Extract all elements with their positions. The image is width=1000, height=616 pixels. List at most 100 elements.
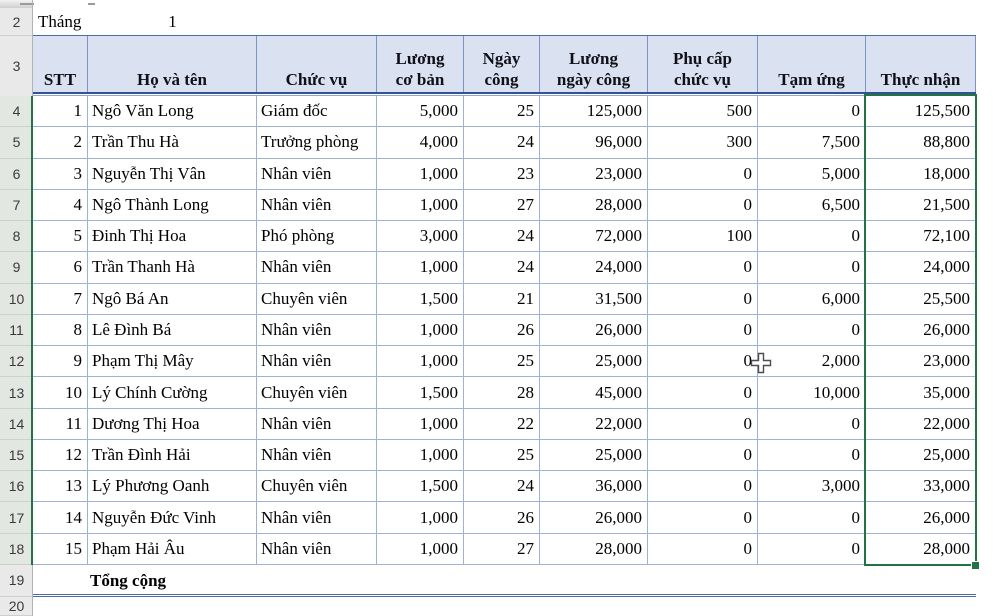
cell-work-days[interactable]: 24 [464, 252, 540, 284]
cell-day-salary[interactable]: 22,000 [540, 408, 648, 440]
cell-net-pay[interactable]: 22,000 [866, 408, 976, 440]
row-number[interactable]: 14 [0, 408, 33, 440]
cell-name[interactable]: Lê Đình Bá [88, 314, 257, 347]
cell-base-salary[interactable]: 1,000 [377, 346, 464, 378]
cell-stt[interactable]: 6 [33, 252, 88, 284]
cell-advance[interactable]: 5,000 [758, 158, 866, 190]
cell-base-salary[interactable]: 1,000 [377, 439, 464, 472]
cell-stt[interactable]: 9 [33, 346, 88, 378]
row-number[interactable]: 10 [0, 283, 33, 315]
row-number[interactable]: 17 [0, 502, 33, 534]
row-1-header[interactable] [0, 0, 33, 8]
cell-advance[interactable]: 0 [758, 314, 866, 347]
cell-month-value[interactable]: 1 [88, 8, 257, 36]
row-number[interactable]: 16 [0, 471, 33, 503]
cell-day-salary[interactable]: 31,500 [540, 283, 648, 315]
row-number[interactable]: 15 [0, 439, 33, 472]
cell-name[interactable]: Ngô Bá An [88, 283, 257, 315]
cell-stt[interactable]: 8 [33, 314, 88, 347]
cell-day-salary[interactable]: 23,000 [540, 158, 648, 190]
cell-net-pay[interactable]: 33,000 [866, 471, 976, 503]
cell-work-days[interactable]: 28 [464, 377, 540, 409]
row-number[interactable]: 3 [0, 36, 33, 96]
cell-allowance[interactable]: 0 [648, 377, 758, 409]
cell-allowance[interactable]: 0 [648, 314, 758, 347]
cell-net-pay[interactable]: 72,100 [866, 221, 976, 253]
cell-net-pay[interactable]: 26,000 [866, 314, 976, 347]
cell-advance[interactable]: 10,000 [758, 377, 866, 409]
cell-position[interactable]: Nhân viên [257, 533, 377, 565]
header-work-days[interactable]: Ngày công [464, 36, 540, 96]
cell-work-days[interactable]: 24 [464, 471, 540, 503]
row-number[interactable]: 8 [0, 221, 33, 253]
cell-day-salary[interactable]: 125,000 [540, 96, 648, 128]
cell-work-days[interactable]: 25 [464, 346, 540, 378]
cell-net-pay[interactable]: 23,000 [866, 346, 976, 378]
cell-allowance[interactable]: 300 [648, 127, 758, 159]
cell-name[interactable]: Ngô Thành Long [88, 189, 257, 222]
cell-work-days[interactable]: 26 [464, 314, 540, 347]
row-number[interactable]: 11 [0, 314, 33, 347]
cell-net-pay[interactable]: 125,500 [866, 96, 976, 128]
cell-stt[interactable]: 15 [33, 533, 88, 565]
cell-name[interactable]: Phạm Hải Âu [88, 533, 257, 565]
cell-work-days[interactable]: 24 [464, 127, 540, 159]
cell-stt[interactable]: 4 [33, 189, 88, 222]
cell-advance[interactable]: 0 [758, 533, 866, 565]
row-number[interactable]: 5 [0, 127, 33, 159]
cell-base-salary[interactable]: 1,000 [377, 189, 464, 222]
cell-name[interactable]: Nguyễn Thị Vân [88, 158, 257, 190]
cell-month-label[interactable]: Tháng [33, 8, 88, 36]
cell-stt[interactable]: 2 [33, 127, 88, 159]
cell-advance[interactable]: 0 [758, 408, 866, 440]
cell-allowance[interactable]: 0 [648, 471, 758, 503]
cell-work-days[interactable]: 22 [464, 408, 540, 440]
row-number[interactable]: 9 [0, 252, 33, 284]
cell-name[interactable]: Trần Thu Hà [88, 127, 257, 159]
cell-work-days[interactable]: 25 [464, 439, 540, 472]
cell-stt[interactable]: 7 [33, 283, 88, 315]
cell-advance[interactable]: 0 [758, 96, 866, 128]
header-day-salary[interactable]: Lương ngày công [540, 36, 648, 96]
fill-handle[interactable] [971, 561, 980, 570]
cell-stt[interactable]: 1 [33, 96, 88, 128]
cell-allowance[interactable]: 0 [648, 189, 758, 222]
row-number[interactable]: 12 [0, 346, 33, 378]
cell-base-salary[interactable]: 1,000 [377, 502, 464, 534]
cell-day-salary[interactable]: 26,000 [540, 502, 648, 534]
cell-allowance[interactable]: 0 [648, 439, 758, 472]
cell-position[interactable]: Nhân viên [257, 158, 377, 190]
total-label[interactable]: Tổng cộng [90, 570, 167, 590]
cell-base-salary[interactable]: 1,000 [377, 533, 464, 565]
cell-stt[interactable]: 11 [33, 408, 88, 440]
cell-work-days[interactable]: 21 [464, 283, 540, 315]
cell-day-salary[interactable]: 24,000 [540, 252, 648, 284]
cell-empty[interactable] [33, 564, 88, 597]
cell-work-days[interactable]: 24 [464, 221, 540, 253]
cell-work-days[interactable]: 27 [464, 189, 540, 222]
cell-position[interactable]: Nhân viên [257, 252, 377, 284]
cell-work-days[interactable]: 25 [464, 96, 540, 128]
cell-day-salary[interactable]: 26,000 [540, 314, 648, 347]
cell-advance[interactable]: 7,500 [758, 127, 866, 159]
cell-position[interactable]: Trưởng phòng [257, 127, 377, 159]
cell-day-salary[interactable]: 36,000 [540, 471, 648, 503]
cell-stt[interactable]: 3 [33, 158, 88, 190]
row-number[interactable]: 20 [0, 596, 33, 616]
row-number[interactable]: 19 [0, 564, 33, 597]
cell-allowance[interactable]: 500 [648, 96, 758, 128]
header-advance[interactable]: Tạm ứng [758, 36, 866, 96]
cell-advance[interactable]: 0 [758, 502, 866, 534]
cell-name[interactable]: Lý Chính Cường [88, 377, 257, 409]
cell-base-salary[interactable]: 3,000 [377, 221, 464, 253]
cell-stt[interactable]: 5 [33, 221, 88, 253]
cell-net-pay[interactable]: 26,000 [866, 502, 976, 534]
cell-base-salary[interactable]: 5,000 [377, 96, 464, 128]
cell-position[interactable]: Nhân viên [257, 439, 377, 472]
cell-advance[interactable]: 6,500 [758, 189, 866, 222]
cell-position[interactable]: Chuyên viên [257, 283, 377, 315]
cell-net-pay[interactable]: 18,000 [866, 158, 976, 190]
cell-name[interactable]: Nguyễn Đức Vinh [88, 502, 257, 534]
header-net-pay[interactable]: Thực nhận [866, 36, 976, 96]
cell-net-pay[interactable]: 35,000 [866, 377, 976, 409]
